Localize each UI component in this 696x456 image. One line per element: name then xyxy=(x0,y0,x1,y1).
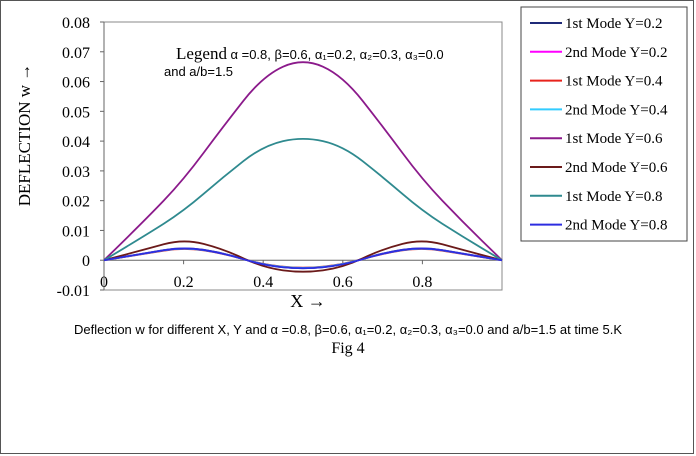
y-tick-label: 0.03 xyxy=(62,164,90,181)
legend: 1st Mode Y=0.2 2nd Mode Y=0.2 1st Mode Y=0… xyxy=(520,6,688,242)
y-tick-label: 0.04 xyxy=(62,134,90,151)
x-axis-label: X → xyxy=(290,291,326,311)
y-tick-label: -0.01 xyxy=(57,283,90,300)
legend-entry-1: 1st Mode Y=0.2 xyxy=(565,16,663,32)
legend-entry-8: 2nd Mode Y=0.8 xyxy=(565,218,667,234)
y-tick-label: 0.07 xyxy=(62,45,90,62)
figure-caption: Deflection w for different X, Y and α =0… xyxy=(73,322,623,337)
y-tick-label: 0.05 xyxy=(62,104,90,121)
y-tick-label: 0.08 xyxy=(62,15,90,32)
y-tick-label: 0.06 xyxy=(62,75,90,92)
figure-number: Fig 4 xyxy=(331,340,365,357)
parameter-line-1: α =0.8, β=0.6, α₁=0.2, α₂=0.3, α₃=0.0 xyxy=(230,47,444,62)
y-axis-label: DEFLECTION w → xyxy=(15,64,34,207)
y-tick-label: 0 xyxy=(82,253,90,270)
parameter-note: Legend α =0.8, β=0.6, α₁=0.2, α₂=0.3, α₃… xyxy=(176,44,444,64)
series-line-8 xyxy=(103,247,503,270)
legend-word: Legend xyxy=(176,44,227,63)
series-line-6 xyxy=(103,240,503,273)
legend-entry-3: 1st Mode Y=0.4 xyxy=(565,74,663,90)
parameter-line-2: and a/b=1.5 xyxy=(164,64,234,79)
series-line-3 xyxy=(103,248,503,269)
x-tick-label: 0.6 xyxy=(333,274,353,291)
legend-entry-7: 1st Mode Y=0.8 xyxy=(565,189,663,205)
legend-entry-6: 2nd Mode Y=0.6 xyxy=(565,160,668,176)
legend-entry-5: 1st Mode Y=0.6 xyxy=(565,131,663,147)
legend-box xyxy=(520,6,688,242)
legend-entry-2: 2nd Mode Y=0.2 xyxy=(565,45,667,61)
legend-entry-4: 2nd Mode Y=0.4 xyxy=(565,102,668,118)
x-tick-label: 0 xyxy=(100,274,108,291)
y-tick-label: 0.01 xyxy=(62,223,90,240)
x-tick-label: 0.4 xyxy=(253,274,273,291)
x-tick-label: 0.2 xyxy=(174,274,194,291)
series-line-7 xyxy=(103,137,503,261)
series-lines xyxy=(103,61,503,273)
y-tick-label: 0.02 xyxy=(62,194,90,211)
tick-labels: -0.01 0 0.01 0.02 0.03 0.04 0.05 0.06 0.07 0.08 0 0… xyxy=(57,15,433,300)
x-tick-label: 0.8 xyxy=(412,274,432,291)
series-line-5 xyxy=(103,61,503,261)
axes xyxy=(103,21,503,291)
